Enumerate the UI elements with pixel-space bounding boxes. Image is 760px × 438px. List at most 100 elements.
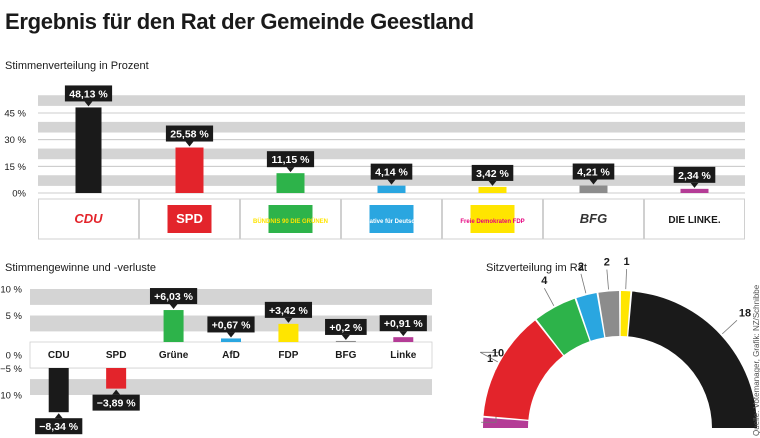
value-label2-cdu-pointer — [54, 413, 63, 419]
band-3 — [38, 95, 745, 106]
value-label2-linke-pointer — [399, 331, 408, 337]
ytick-3: 45 % — [4, 109, 26, 120]
page-title: Ergebnis für den Rat der Gemeinde Geestl… — [5, 9, 474, 34]
seat-slice-linke — [483, 417, 529, 428]
category-afd: AfD — [222, 350, 240, 361]
bar-afd — [377, 185, 406, 193]
value-label2-bfg-group: +0,2 % — [325, 318, 367, 340]
value-label-cdu-box — [64, 85, 113, 102]
bar2-linke — [393, 337, 414, 342]
leader-spd — [479, 351, 500, 363]
ytick2-1: 5 % — [6, 311, 23, 322]
value-label-cdu-pointer — [84, 101, 93, 107]
logo-bg-afd — [369, 205, 414, 233]
bar2-fdp — [278, 323, 299, 342]
category-fdp: FDP — [278, 350, 298, 361]
band2-0 — [30, 289, 432, 305]
value-label-fdp-box — [471, 164, 514, 181]
seat-slice-spd — [483, 320, 563, 420]
vote-share-title: Stimmenverteilung in Prozent — [5, 60, 149, 72]
logo-fdp: Freie Demokraten FDP — [460, 219, 524, 225]
value-label2-linke-group: +0,91 % — [379, 315, 427, 337]
seat-count-gruene: 4 — [541, 275, 548, 287]
leader-cdu — [721, 320, 738, 335]
value-label-linke-box — [673, 166, 716, 183]
value-label2-linke-box — [379, 315, 427, 332]
seat-distribution-title: Sitzverteilung im Rat — [486, 262, 587, 274]
seat-slice-cdu — [628, 291, 757, 428]
value-label2-cdu: −8,34 % — [39, 421, 78, 433]
value-label-spd: 25,58 % — [170, 129, 209, 141]
value-label-cdu: 48,13 % — [69, 88, 108, 100]
logo-spd: SPD — [176, 211, 203, 226]
bar-gruene — [276, 173, 305, 193]
ytick-2: 30 % — [4, 135, 26, 146]
leader-bfg — [606, 269, 609, 290]
value-label-gruene-box — [266, 151, 315, 168]
value-label2-spd-group: −3,89 % — [92, 389, 140, 411]
category-gruene: Grüne — [159, 350, 189, 361]
value-label2-bfg-pointer — [341, 334, 350, 340]
seat-count-afd: 2 — [578, 261, 584, 273]
value-label2-spd-box — [92, 394, 140, 411]
bar2-afd — [221, 338, 241, 342]
ytick2-0: 10 % — [0, 285, 22, 296]
bar2-spd — [106, 368, 127, 389]
value-label2-gruene: +6,03 % — [154, 291, 193, 303]
value-label2-spd-pointer — [112, 389, 121, 395]
value-label2-afd-group: +0,67 % — [207, 316, 255, 338]
seat-count-bfg: 2 — [604, 257, 610, 269]
logo-cdu: CDU — [74, 211, 103, 226]
logo-gruene: BÜNDNIS 90 DIE GRÜNEN — [253, 218, 328, 225]
value-label-gruene-pointer — [286, 167, 295, 173]
value-label2-cdu-box — [35, 418, 83, 435]
category-bfg: BFG — [335, 350, 356, 361]
logo-bg-gruene — [268, 205, 313, 233]
ytick-0: 0% — [12, 189, 26, 200]
value-label-gruene-group: 11,15 % — [266, 151, 315, 173]
bar2-gruene — [163, 310, 184, 342]
leader-fdp — [625, 269, 627, 290]
band-2 — [38, 121, 745, 133]
value-label-fdp-pointer — [488, 180, 497, 186]
logo-bfg: BFG — [580, 211, 607, 226]
value-label-bfg-box — [572, 163, 615, 180]
bar-cdu — [75, 107, 102, 193]
bar-spd — [175, 147, 204, 193]
category-strip — [29, 341, 433, 369]
value-label-linke-group: 2,34 % — [673, 166, 716, 188]
value-label2-fdp-pointer — [284, 317, 293, 323]
value-label2-gruene-group: +6,03 % — [149, 288, 198, 310]
logo-afd: Alternative für Deutschland — [352, 219, 431, 225]
category-linke: Linke — [390, 350, 417, 361]
value-label2-bfg-box — [325, 318, 367, 335]
value-label-afd: 4,14 % — [375, 167, 408, 179]
logo-cell-bfg — [543, 198, 644, 240]
value-label-bfg-pointer — [589, 179, 598, 185]
value-label-linke-pointer — [690, 182, 699, 188]
gains-losses-title: Stimmengewinne und -verluste — [5, 262, 157, 274]
value-label-afd-group: 4,14 % — [370, 163, 413, 185]
value-label2-gruene-pointer — [169, 304, 178, 310]
value-label2-afd-box — [207, 316, 255, 333]
leader-gruene — [543, 287, 555, 306]
ytick2-3: −5 % — [0, 364, 22, 375]
ytick2-4: −10 % — [0, 391, 23, 402]
bar2-cdu — [48, 368, 69, 413]
band-1 — [38, 148, 745, 160]
value-label-bfg-group: 4,21 % — [572, 163, 615, 185]
value-label-afd-pointer — [387, 179, 396, 185]
value-label2-spd: −3,89 % — [97, 398, 136, 410]
value-label-spd-box — [165, 125, 214, 142]
value-label-bfg: 4,21 % — [577, 167, 610, 179]
value-label2-afd-pointer — [227, 332, 235, 338]
leader-afd — [580, 273, 587, 294]
value-label2-fdp-group: +3,42 % — [264, 301, 313, 323]
value-label-spd-pointer — [185, 141, 194, 147]
value-label2-fdp: +3,42 % — [269, 305, 308, 317]
value-label-gruene: 11,15 % — [272, 154, 311, 166]
seat-slice-gruene — [536, 298, 590, 356]
value-label-spd-group: 25,58 % — [165, 125, 214, 147]
logo-bg-fdp — [470, 205, 515, 233]
value-label-linke: 2,34 % — [678, 170, 711, 182]
